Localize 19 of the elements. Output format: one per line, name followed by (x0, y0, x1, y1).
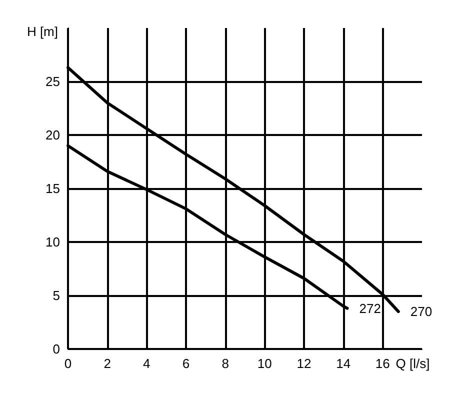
series-label: 270 (410, 304, 432, 320)
x-tick-label: 16 (375, 356, 390, 371)
y-tick-label: 0 (52, 342, 60, 356)
series-label: 272 (359, 300, 381, 316)
x-tick-label: 6 (182, 356, 190, 371)
x-axis-title: Q [l/s] (396, 356, 430, 371)
y-axis-title: H [m] (26, 24, 58, 39)
x-tick-label: 12 (296, 356, 312, 371)
x-tick-label: 4 (143, 356, 150, 371)
y-tick-label: 15 (46, 181, 60, 196)
y-tick-label: 20 (46, 128, 60, 142)
y-tick-label: 25 (46, 74, 60, 89)
x-tick-label: 10 (257, 356, 272, 371)
x-tick-label: 2 (104, 356, 111, 371)
y-tick-label: 10 (46, 234, 60, 250)
x-tick-label: 0 (64, 356, 72, 371)
x-tick-label: 14 (336, 356, 351, 371)
y-tick-label: 5 (52, 288, 60, 303)
x-tick-label: 8 (222, 356, 229, 371)
